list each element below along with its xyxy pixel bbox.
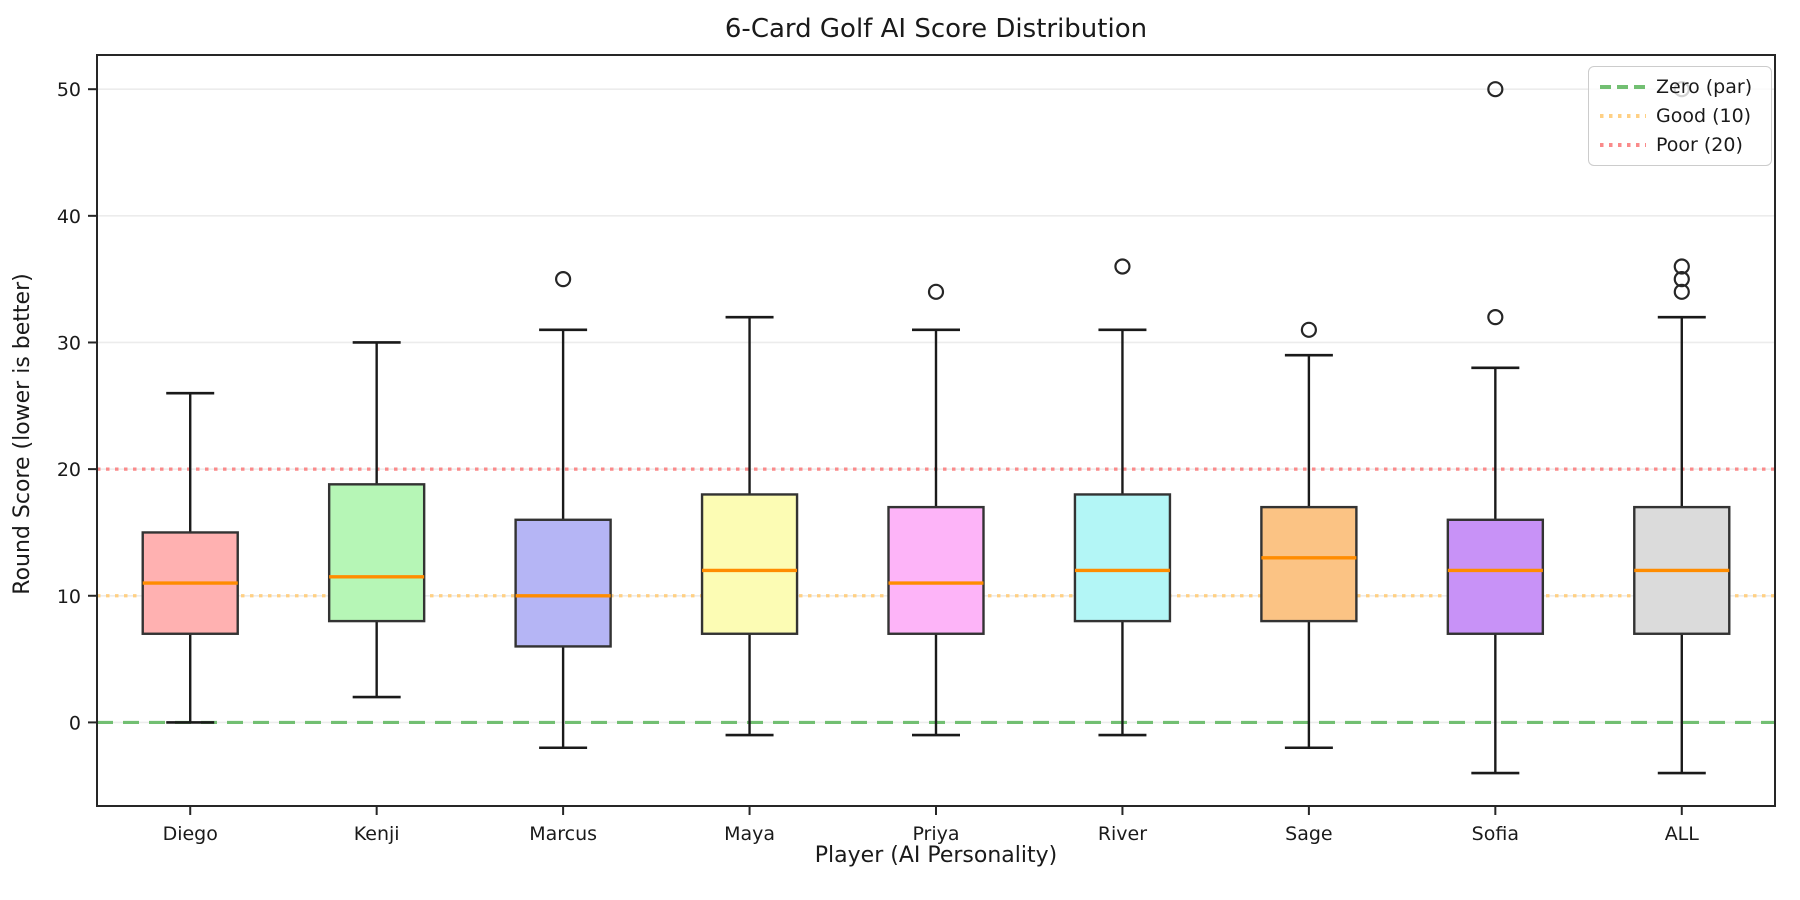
y-tick-label: 10 [57, 586, 81, 608]
dotted-line-sample-icon [1600, 143, 1646, 147]
legend-label: Good (10) [1656, 105, 1752, 127]
x-axis-label: Player (AI Personality) [814, 843, 1058, 868]
x-tick-label-kenji: Kenji [354, 823, 400, 845]
x-tick-label-river: River [1098, 823, 1147, 845]
y-tick-label: 40 [57, 206, 81, 228]
dashed-line-sample-icon [1600, 85, 1646, 89]
outlier-priya [927, 283, 945, 300]
x-tick-label-marcus: Marcus [529, 823, 597, 845]
legend-item-zero-par: Zero (par) [1600, 76, 1760, 98]
box-sofia [1446, 518, 1545, 635]
legend-item-good-10: Good (10) [1600, 105, 1760, 127]
x-tick-label-sage: Sage [1285, 823, 1332, 845]
outlier-all [1673, 258, 1690, 275]
y-tick-label: 0 [69, 712, 81, 734]
legend-label: Zero (par) [1656, 76, 1753, 98]
y-tick-label: 50 [57, 79, 81, 101]
chart-title: 6-Card Golf AI Score Distribution [724, 14, 1148, 44]
box-marcus [514, 518, 612, 648]
box-river [1073, 493, 1172, 623]
box-priya [887, 505, 985, 635]
x-tick-label-all: ALL [1665, 823, 1700, 845]
outlier-sofia [1487, 309, 1504, 326]
x-tick-label-priya: Priya [912, 823, 959, 845]
dotted-line-sample-icon [1600, 114, 1646, 118]
legend-label: Poor (20) [1656, 134, 1743, 156]
x-tick-label-sofia: Sofia [1472, 823, 1519, 845]
outlier-all [1673, 283, 1690, 300]
legend-item-poor-20: Poor (20) [1600, 134, 1760, 156]
box-maya [700, 493, 799, 635]
x-tick-label-maya: Maya [724, 823, 775, 845]
x-tick-label-diego: Diego [163, 823, 218, 845]
outlier-sage [1300, 321, 1317, 338]
y-tick-label: 30 [57, 332, 81, 354]
legend: Zero (par) Good (10) Poor (20) [1588, 66, 1772, 166]
box-sage [1260, 505, 1358, 623]
outlier-sofia [1487, 81, 1504, 98]
outlier-all [1673, 271, 1690, 288]
outlier-marcus [555, 271, 572, 288]
box-kenji [327, 483, 426, 623]
y-tick-label: 20 [57, 459, 81, 481]
outlier-river [1114, 258, 1131, 275]
